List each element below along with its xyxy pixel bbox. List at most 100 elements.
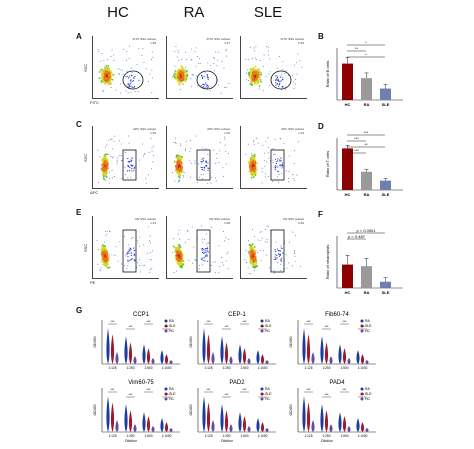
bar-ra (361, 171, 372, 190)
legend-label: HC (169, 397, 175, 401)
legend-label: HC (365, 329, 371, 333)
violin-ylabel: OD450 (93, 336, 97, 347)
violin-ra (160, 350, 164, 364)
bar-ra (361, 266, 372, 288)
violin-hc (133, 356, 137, 364)
violin-hc (247, 426, 251, 432)
significance-label: *** (342, 320, 347, 324)
gate-outline (196, 70, 218, 90)
dilution-label: 1:1000 (258, 434, 268, 438)
violin-hc (211, 420, 215, 432)
violin-ra (256, 350, 260, 364)
significance-label: p = 0.487 (348, 234, 366, 239)
column-header-sle: SLE (253, 4, 283, 21)
significance-label: *** (342, 388, 347, 392)
violin-xlabel: Dilution (125, 439, 137, 443)
violin-sle (164, 354, 169, 364)
legend-label: RA (365, 387, 371, 391)
significance-label: *** (146, 388, 151, 392)
bar-category-label: SLE (382, 290, 390, 295)
gate-outline (270, 149, 285, 181)
violin-sle (110, 334, 115, 364)
violin-sle (224, 342, 229, 364)
violin-ylabel: OD450 (93, 404, 97, 415)
violin-title: CEP-1 (228, 312, 246, 318)
bar-category-label: RA (364, 102, 370, 107)
violin-ra (338, 344, 342, 364)
violin-hc (329, 424, 333, 432)
legend-label: RA (169, 387, 175, 391)
gate-outline (270, 70, 292, 90)
bar-category-label: SLE (382, 192, 390, 197)
gate-stats: FITC SSC subset 1.27 (206, 37, 230, 45)
gate-stats: PE SSC subset 0.30 (283, 217, 304, 225)
gate-outline (122, 70, 144, 90)
significance-label: p < 0.0001 (356, 228, 376, 233)
bar-ylabel: Ratio of neutrophils (325, 245, 330, 279)
legend-label: SLE (265, 392, 272, 396)
flow-density (96, 226, 154, 273)
flow-density (171, 225, 229, 274)
flow-plot-r2-c1: PE SSC subset 1.08 (166, 216, 233, 279)
legend-label: HC (169, 329, 175, 333)
panel-letter-g: G (76, 306, 83, 315)
significance-label: *** (260, 325, 265, 329)
violin-ra (202, 328, 206, 364)
panel-letter-d: D (318, 122, 324, 131)
violin-sle (360, 422, 365, 432)
gate-outline (122, 149, 137, 181)
flow-plot-r1-c0: APC SSC subset 1.33 (92, 126, 159, 189)
violin-hc (229, 424, 233, 432)
legend-swatch (260, 397, 264, 401)
dilution-label: 1:125 (205, 366, 213, 370)
significance-label: *** (324, 393, 329, 397)
bar-ylabel: Ratio of B cells (325, 61, 330, 88)
violin-ylabel: OD450 (189, 404, 193, 415)
legend-swatch (260, 324, 264, 328)
violin-ra (302, 396, 306, 432)
legend-label: SLE (265, 324, 272, 328)
violin-hc (115, 352, 119, 364)
flow-plot-r0-c0: FITC SSC subset 1.95 (92, 36, 159, 99)
legend-swatch (164, 329, 168, 333)
column-header-hc: HC (107, 4, 129, 21)
violin-title: PAD4 (329, 380, 345, 386)
dilution-label: 1:500 (341, 434, 349, 438)
gate-stats: APC SSC subset 1.06 (207, 127, 230, 135)
dilution-label: 1:1000 (162, 366, 172, 370)
violin-ra (160, 418, 164, 432)
significance-label: *** (242, 320, 247, 324)
legend-swatch (164, 319, 168, 323)
dilution-label: 1:125 (205, 434, 213, 438)
significance-label: *** (260, 393, 265, 397)
bar-category-label: RA (364, 192, 370, 197)
bar-sle (380, 88, 391, 100)
column-header-ra: RA (183, 4, 205, 21)
bar-category-label: HC (345, 290, 351, 295)
gate-outline (270, 229, 285, 273)
violin-ra (238, 344, 242, 364)
dilution-label: 1:1000 (358, 434, 368, 438)
dilution-label: 1:500 (145, 434, 153, 438)
flow-xlabel: APC (90, 190, 99, 195)
dilution-label: 1:500 (341, 366, 349, 370)
flow-xlabel: PE (90, 280, 96, 285)
violin-ra (106, 396, 110, 432)
significance-label: *** (164, 393, 169, 397)
panel-letter-b: B (318, 32, 324, 41)
violin-ra (320, 336, 324, 364)
violin-hc (115, 420, 119, 432)
violin-sle (146, 348, 151, 364)
violin-ra (320, 404, 324, 432)
legend-label: SLE (169, 392, 176, 396)
violin-sle (128, 410, 133, 432)
gate-outline (196, 149, 211, 181)
violin-sle (342, 416, 347, 432)
legend-label: RA (265, 319, 271, 323)
panel-letter-c: C (76, 120, 82, 129)
dilution-label: 1:125 (305, 366, 313, 370)
violin-title: Fib60-74 (325, 312, 349, 318)
violin-title: PAD2 (229, 380, 245, 386)
violin-sle (324, 410, 329, 432)
legend-swatch (360, 397, 364, 401)
